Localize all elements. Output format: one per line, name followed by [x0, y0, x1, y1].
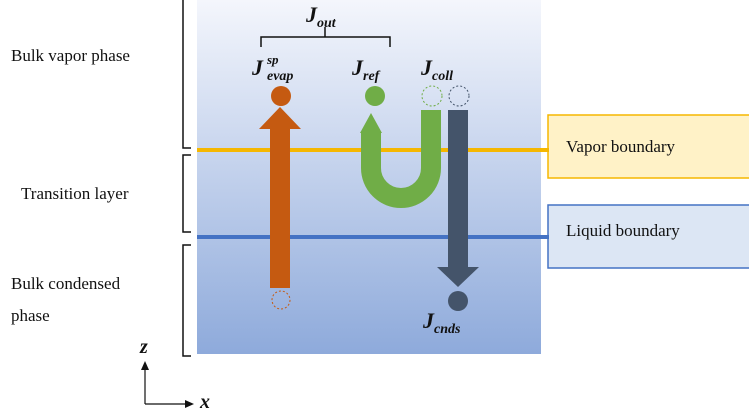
coll-ghost-particle-green: [421, 85, 443, 107]
brace-transition: [182, 154, 191, 233]
z-axis-label: z: [139, 336, 148, 358]
ref-arrow-head: [360, 113, 382, 133]
cnds-bottom-particle: [448, 291, 468, 311]
vapor-boundary-box: [547, 114, 749, 179]
evap-arrow-head: [259, 107, 301, 129]
x-axis-arrowhead: [185, 400, 194, 408]
evap-origin-particle: [271, 290, 291, 310]
z-axis-arrowhead: [141, 361, 149, 370]
vapor-boundary-label: Vapor boundary: [566, 137, 676, 156]
liquid-boundary-label: Liquid boundary: [566, 221, 680, 240]
flux-label-cnds: Jcnds: [422, 308, 461, 337]
ref-arrow-body: [361, 110, 441, 208]
liquid-boundary-box: [547, 204, 749, 269]
brace-bulk-vapor: [182, 0, 191, 149]
flux-label-coll: Jcoll: [420, 55, 453, 84]
cnds-arrow-shaft: [448, 110, 468, 268]
brace-jout: [260, 27, 391, 47]
cnds-arrow-head: [437, 267, 479, 287]
coll-ghost-particle-dark: [448, 85, 470, 107]
brace-bulk-condensed: [182, 244, 191, 357]
evap-top-particle: [271, 86, 291, 106]
bulk-vapor-label: Bulk vapor phase: [11, 46, 130, 65]
ref-top-particle: [365, 86, 385, 106]
transition-layer-label: Transition layer: [21, 184, 129, 203]
bulk-condensed-label-line1: Bulk condensed: [11, 274, 121, 293]
flux-label-ref: Jref: [351, 55, 381, 84]
flux-label-out: Jout: [305, 2, 337, 31]
evap-arrow-shaft: [270, 128, 290, 288]
x-axis-label: x: [199, 391, 210, 413]
bulk-condensed-label-line2: phase: [11, 306, 50, 325]
